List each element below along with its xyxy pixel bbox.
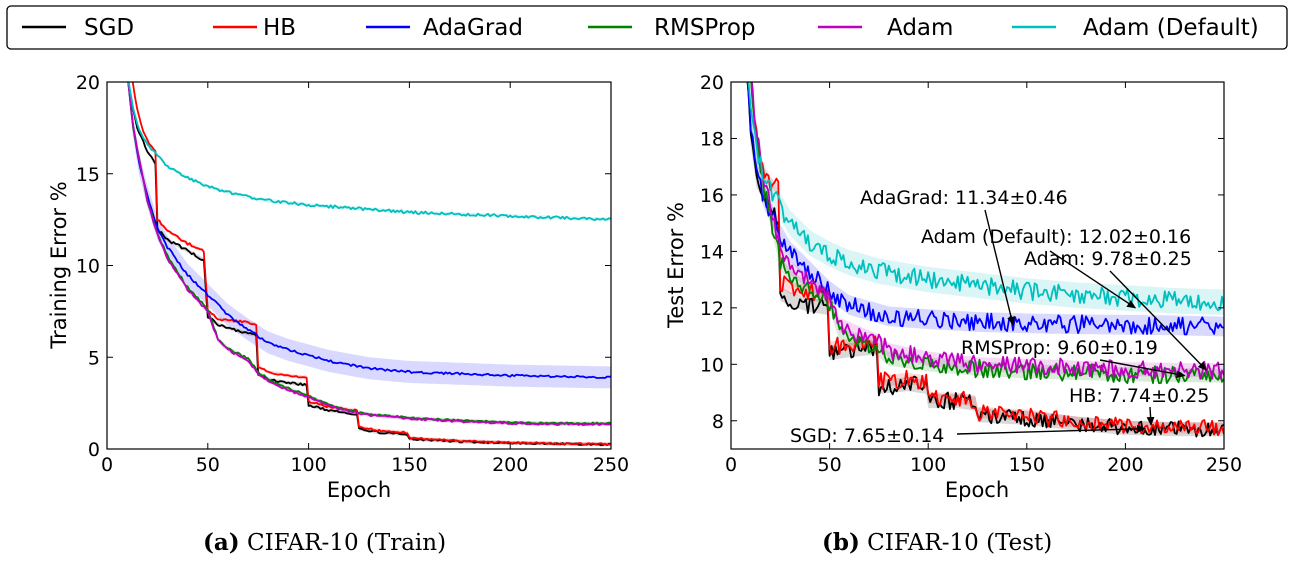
train-series-adam-default [127, 82, 611, 222]
train-series-adagrad [127, 82, 611, 379]
train-xtick-label: 200 [492, 454, 528, 476]
chart-test: 0 50 100 150 200 250 8 10 12 14 16 18 20 AdaGrad: 11… [664, 72, 1242, 502]
test-xtick-label: 0 [725, 454, 737, 476]
train-series-adam [127, 82, 611, 427]
test-series-adam [750, 82, 1224, 380]
test-xtick-label: 250 [1206, 454, 1242, 476]
annotation-label: Adam (Default): 12.02±0.16 [921, 226, 1191, 248]
test-ytick-label: 16 [700, 185, 724, 207]
train-ytick-label: 10 [76, 256, 100, 278]
caption-test-text: CIFAR-10 (Test) [867, 530, 1053, 556]
annotation-label: HB: 7.74±0.25 [1069, 385, 1209, 407]
annotation-label: Adam: 9.78±0.25 [1024, 248, 1192, 270]
test-xtick-label: 150 [1009, 454, 1045, 476]
annotation-arrow [1099, 359, 1186, 379]
test-ytick-label: 12 [700, 298, 724, 320]
train-xtick-label: 150 [391, 454, 427, 476]
train-series-hb [131, 82, 611, 446]
y-axis-label-train: Training Error % [47, 181, 71, 349]
legend-label-adam: Adam [887, 15, 953, 41]
y-axis-label-test: Test Error % [664, 202, 688, 329]
test-ytick-label: 18 [700, 128, 724, 150]
caption-test: (b) CIFAR-10 (Test) [822, 529, 1052, 556]
plot-frame-test [730, 81, 1225, 450]
legend-label-hb: HB [263, 15, 296, 41]
test-ytick-label: 10 [700, 354, 724, 376]
legend-label-sgd: SGD [84, 15, 134, 41]
train-ytick-label: 0 [88, 439, 100, 461]
test-xtick-label: 200 [1107, 454, 1143, 476]
legend-label-adagrad: AdaGrad [423, 15, 523, 41]
annotation-label: RMSProp: 9.60±0.19 [961, 337, 1158, 359]
test-band-adam-default [746, 82, 1224, 315]
annotation-arrow [1049, 250, 1137, 309]
test-band-hb [751, 82, 1224, 434]
caption-test-prefix: (b) [822, 529, 860, 556]
test-ytick-label: 8 [712, 411, 724, 433]
train-ytick-label: 20 [76, 72, 100, 94]
train-ytick-label: 5 [88, 347, 100, 369]
legend-label-rmsprop: RMSProp [654, 15, 756, 41]
annotation-arrow [956, 424, 1147, 435]
test-ytick-label: 14 [700, 241, 724, 263]
plot-area-train [107, 82, 611, 449]
test-ytick-label: 20 [700, 72, 724, 94]
legend-box [6, 5, 1288, 50]
annotation-arrow [984, 209, 1015, 326]
chart-train: 0 50 100 150 200 250 0 5 10 15 20 Epoch Training E… [47, 72, 629, 502]
x-axis-label-train: Epoch [327, 478, 391, 502]
test-series-adagrad [746, 82, 1224, 336]
train-xtick-label: 50 [196, 454, 220, 476]
caption-train-prefix: (a) [203, 529, 240, 556]
caption-train: (a) CIFAR-10 (Train) [203, 529, 446, 556]
x-axis-label-test: Epoch [945, 478, 1009, 502]
train-ytick-label: 15 [76, 164, 100, 186]
test-series-adam-default [747, 82, 1224, 312]
annotation-arrow [1146, 406, 1155, 427]
caption-train-text: CIFAR-10 (Train) [246, 530, 447, 556]
train-xtick-label: 250 [593, 454, 629, 476]
annotation-label: AdaGrad: 11.34±0.46 [860, 187, 1068, 209]
legend: SGD HB AdaGrad RMSProp Adam Adam (Default) [6, 5, 1288, 50]
train-xtick-label: 100 [290, 454, 326, 476]
train-xtick-label: 0 [101, 454, 113, 476]
legend-label-adam-default: Adam (Default) [1083, 15, 1259, 41]
plot-area-test [731, 82, 1224, 449]
annotation-label: SGD: 7.65±0.14 [790, 425, 944, 447]
test-xtick-label: 100 [910, 454, 946, 476]
annotation-arrow [1109, 270, 1207, 371]
test-xtick-label: 50 [818, 454, 842, 476]
